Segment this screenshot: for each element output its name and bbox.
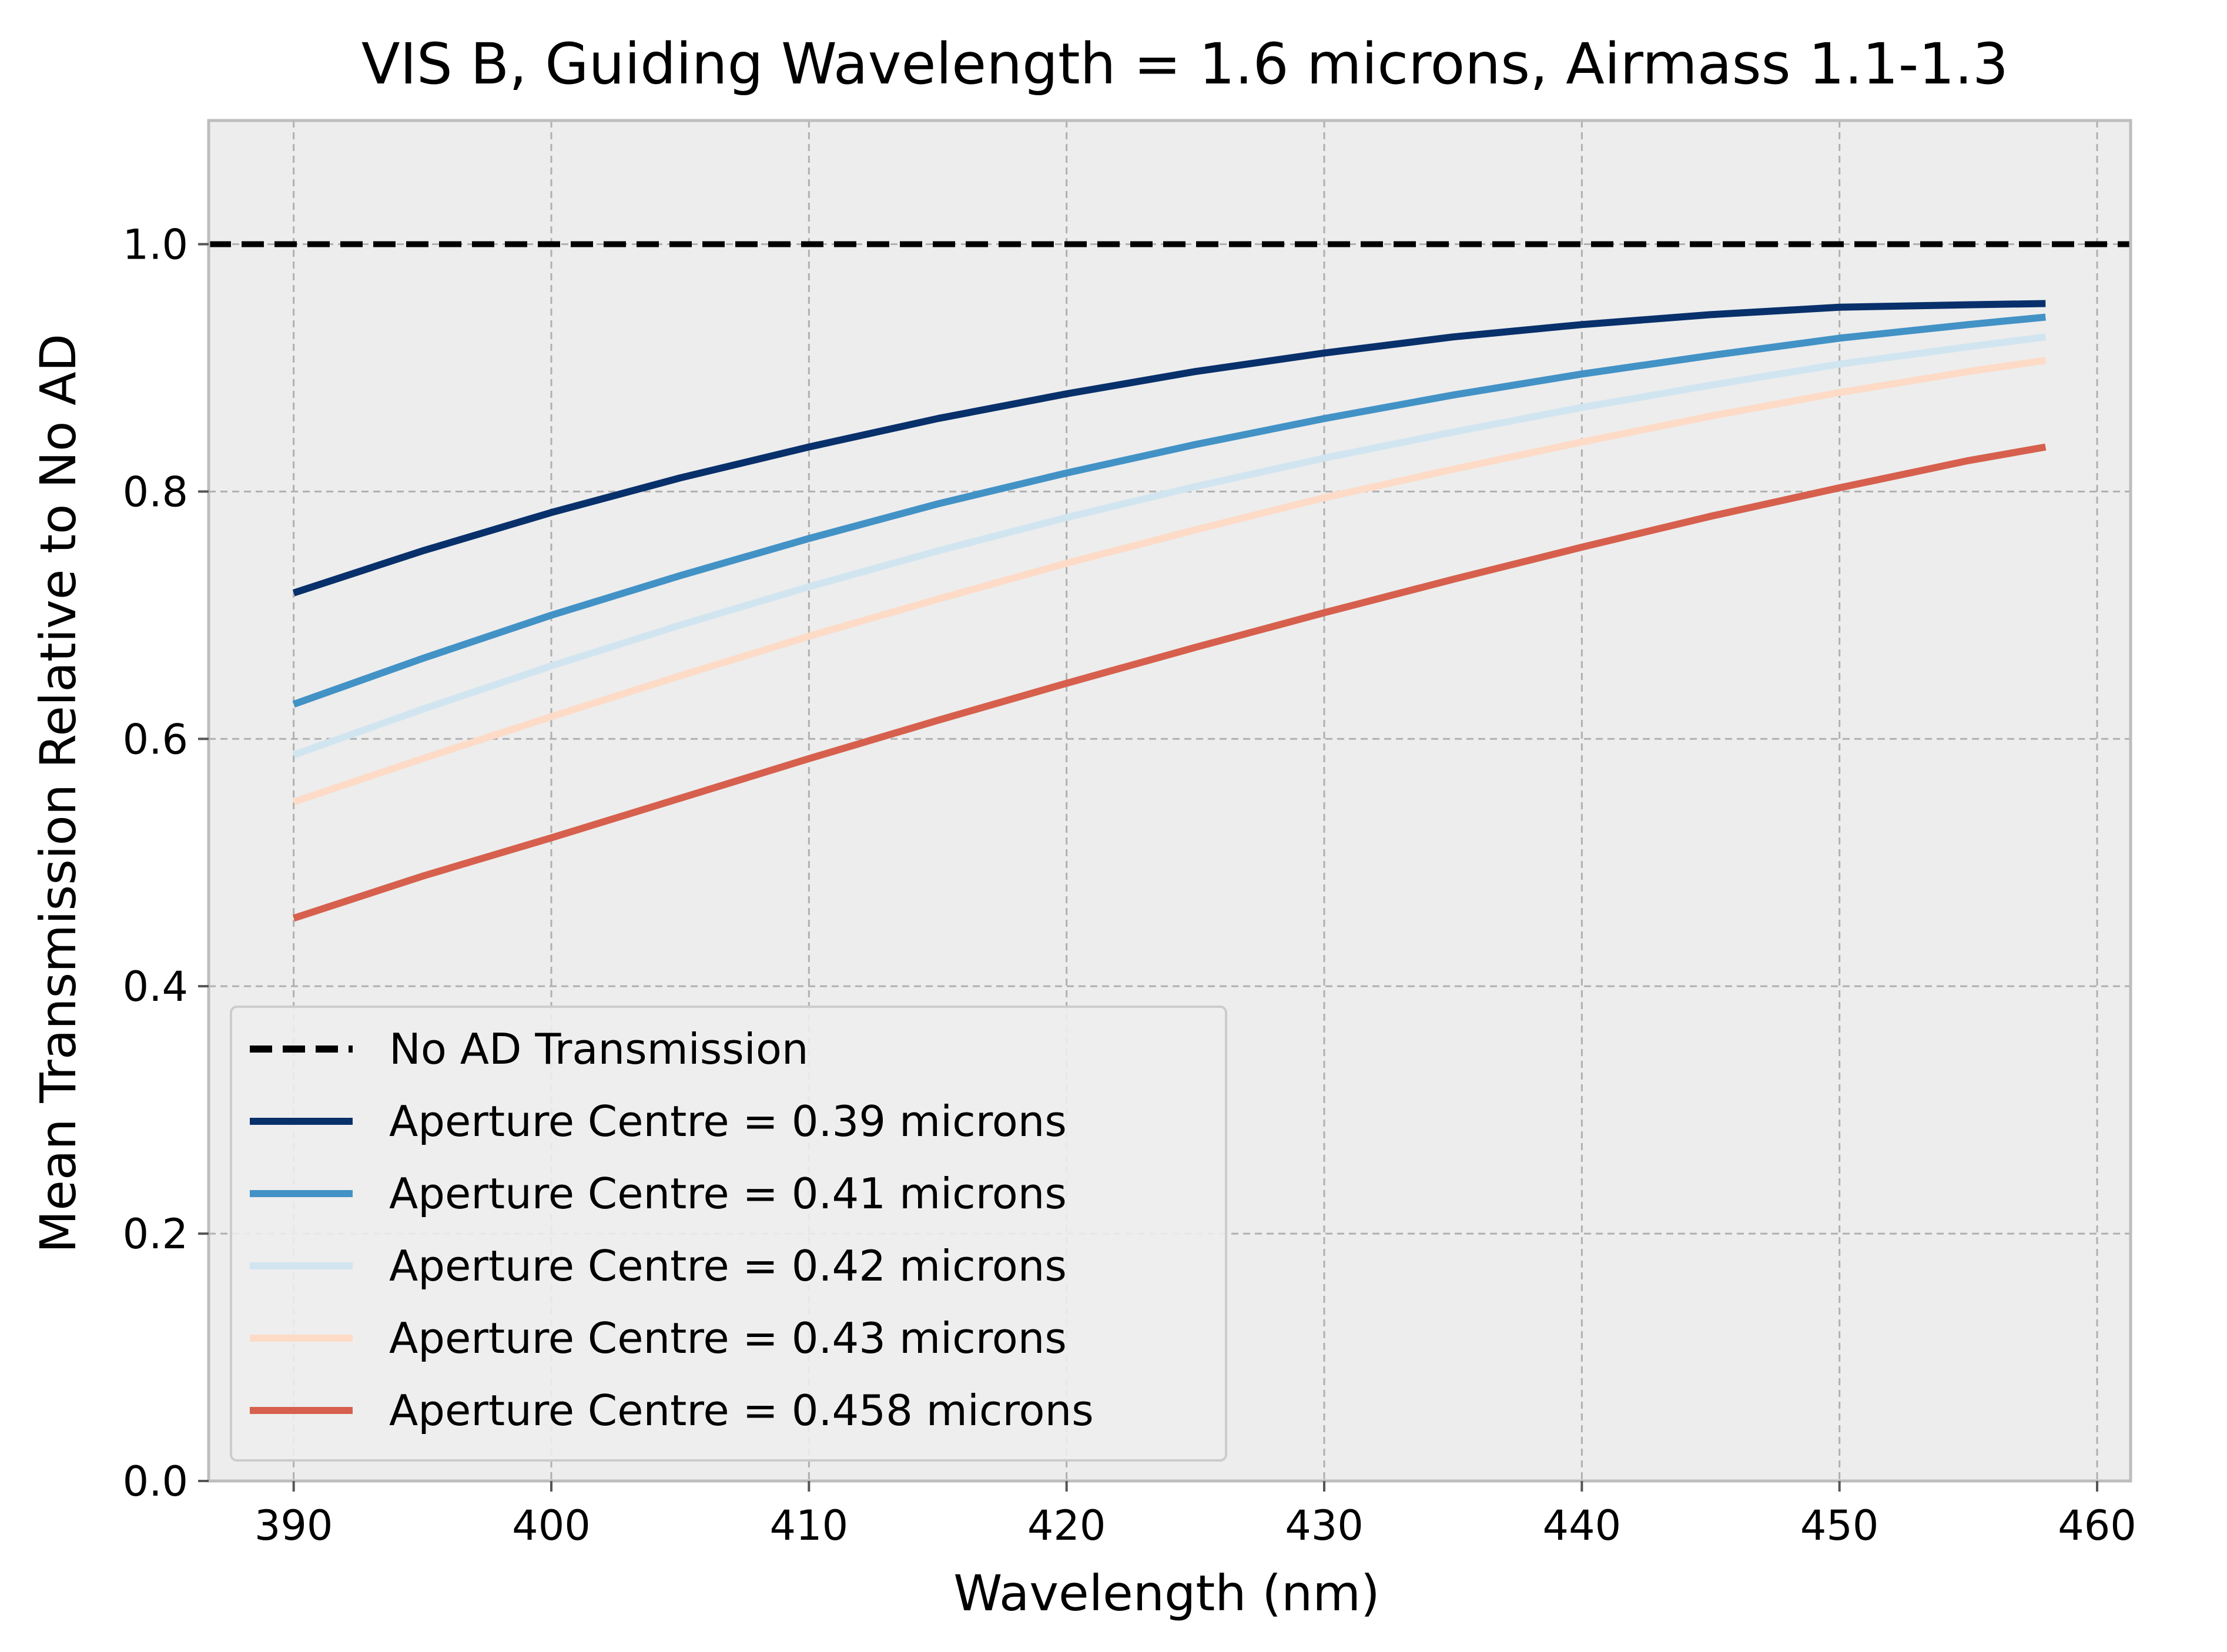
series-layer <box>209 241 2131 922</box>
chart-title: VIS B, Guiding Wavelength = 1.6 microns,… <box>361 31 2008 97</box>
legend-label: No AD Transmission <box>389 1024 809 1074</box>
series-line <box>292 357 2047 806</box>
y-tick-label: 1.0 <box>123 220 188 269</box>
series-line <box>292 300 2046 597</box>
series-line <box>292 313 2046 708</box>
x-tick-label: 400 <box>512 1502 591 1550</box>
grid <box>209 120 2131 1482</box>
x-tick-label: 420 <box>1027 1502 1106 1550</box>
legend: No AD Transmission Aperture Centre = 0.39… <box>230 1006 1227 1462</box>
legend-label: Aperture Centre = 0.42 microns <box>389 1241 1067 1291</box>
y-tick-label: 0.2 <box>123 1210 188 1258</box>
legend-box <box>230 1006 1227 1462</box>
series-line <box>292 443 2047 922</box>
x-tick-label: 430 <box>1285 1502 1364 1550</box>
y-tick-label: 0.6 <box>123 715 188 763</box>
legend-label: Aperture Centre = 0.41 microns <box>389 1169 1067 1218</box>
plot-frame <box>207 119 2132 1483</box>
y-axis-label: Mean Transmission Relative to No AD <box>29 334 87 1253</box>
legend-label: Aperture Centre = 0.39 microns <box>389 1097 1067 1146</box>
x-tick-label: 440 <box>1543 1502 1622 1550</box>
legend-label: Aperture Centre = 0.458 microns <box>389 1386 1094 1435</box>
x-tick-label: 460 <box>2058 1502 2136 1550</box>
x-axis-label: Wavelength (nm) <box>953 1564 1380 1622</box>
x-tick-label: 410 <box>770 1502 849 1550</box>
series-line <box>292 333 2047 759</box>
ticks: 390 400 410 420 430 440 450 460 0.0 0.2 0.4 0.6 0.8 1… <box>123 220 2136 1550</box>
y-tick-label: 0.0 <box>123 1457 188 1506</box>
y-tick-label: 0.8 <box>123 468 188 516</box>
x-tick-label: 390 <box>254 1502 333 1550</box>
legend-label: Aperture Centre = 0.43 microns <box>389 1313 1067 1363</box>
x-tick-label: 450 <box>1800 1502 1879 1550</box>
y-tick-label: 0.4 <box>123 963 188 1011</box>
